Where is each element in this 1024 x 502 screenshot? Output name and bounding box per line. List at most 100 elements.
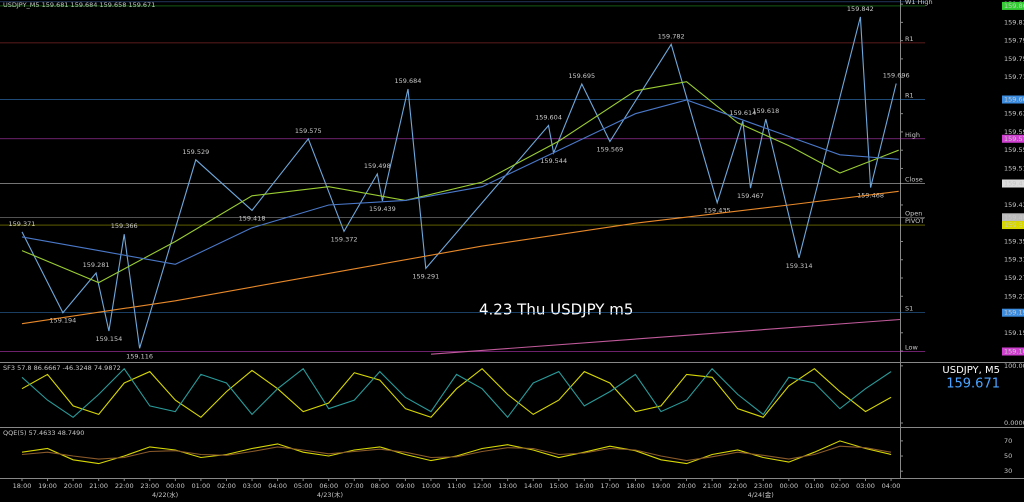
y-tick-label: 159.830: [1004, 18, 1024, 26]
x-tick-label: 04:00: [882, 482, 901, 490]
x-tick-label: 23:00: [754, 482, 773, 490]
y-tick-label: 159.790: [1004, 37, 1024, 45]
series-line: [21, 367, 892, 419]
data-label: 159.696: [883, 72, 910, 80]
y-tick-label: 159.150: [1004, 329, 1024, 337]
chart-title: USDJPY_M5 159.681 159.684 159.658 159.67…: [3, 1, 155, 9]
y-tick-label: 30: [1004, 467, 1012, 475]
series-line: [21, 440, 892, 465]
x-tick-label: 07:00: [345, 482, 364, 490]
data-label: 159.529: [182, 148, 209, 156]
x-tick-label: 14:00: [524, 482, 543, 490]
level-name: Open: [905, 209, 922, 217]
level-value: 159.477: [1004, 180, 1024, 188]
date-label: 4/23(木): [317, 490, 343, 499]
x-tick-label: 02:00: [831, 482, 850, 490]
level-value: 159.661: [1004, 96, 1024, 104]
series-line: [21, 190, 899, 325]
x-tick-label: 20:00: [64, 482, 83, 490]
data-label: 159.372: [331, 235, 358, 243]
data-label: 159.281: [83, 261, 110, 269]
panel-title: SF3 57.8 86.6667 -46.3248 74.9872: [3, 364, 121, 372]
data-label: 159.842: [847, 5, 874, 13]
data-label: 159.544: [540, 157, 567, 165]
data-label: 159.467: [737, 192, 764, 200]
data-label: 159.569: [596, 146, 623, 154]
data-label: 159.782: [658, 32, 685, 40]
x-tick-label: 00:00: [779, 482, 798, 490]
x-tick-label: 06:00: [319, 482, 338, 490]
level-name: R2: [905, 0, 914, 2]
level-box: [1002, 179, 1024, 188]
y-tick-label: 159.230: [1004, 292, 1024, 300]
x-tick-label: 21:00: [89, 482, 108, 490]
x-tick-label: 03:00: [856, 482, 875, 490]
x-tick-label: 11:00: [447, 482, 466, 490]
series-line: [21, 16, 897, 349]
y-tick-label: 159.510: [1004, 164, 1024, 172]
symbol-label: USDJPY, M5: [942, 365, 1000, 376]
series-line: [21, 81, 899, 284]
y-tick-label: 159.590: [1004, 128, 1024, 136]
data-label: 159.435: [704, 207, 731, 215]
level-value: 159.194: [1004, 309, 1024, 317]
level-box: [1002, 1, 1024, 10]
level-box: [1002, 347, 1024, 356]
level-value: 159.866: [1004, 2, 1024, 10]
panel-title: QQE(5) 57.4633 48.7490: [3, 429, 84, 437]
data-label: 159.695: [568, 72, 595, 80]
data-label: 159.291: [412, 272, 439, 280]
y-tick-label: 70: [1004, 437, 1012, 445]
x-tick-label: 10:00: [422, 482, 441, 490]
data-label: 159.371: [9, 220, 36, 228]
x-tick-label: 20:00: [677, 482, 696, 490]
data-label: 159.575: [295, 127, 322, 135]
data-label: 159.154: [95, 335, 122, 343]
x-tick-label: 05:00: [294, 482, 313, 490]
x-tick-label: 12:00: [473, 482, 492, 490]
data-label: 159.194: [49, 317, 76, 325]
level-name: High: [905, 131, 920, 139]
x-tick-label: 00:00: [166, 482, 185, 490]
data-label: 159.468: [857, 192, 884, 200]
y-tick-label: 159.350: [1004, 237, 1024, 245]
y-tick-label: 159.750: [1004, 55, 1024, 63]
level-name: S1: [905, 305, 913, 313]
level-name: PIVOT: [905, 217, 924, 225]
level-value: 159.575: [1004, 135, 1024, 143]
price-label: 159.671: [946, 377, 1000, 392]
level-box: [1002, 221, 1024, 230]
data-label: 159.498: [364, 162, 391, 170]
data-label: 159.684: [395, 77, 422, 85]
data-label: 159.439: [369, 205, 396, 213]
series-line: [21, 445, 892, 462]
series-line: [430, 318, 901, 355]
x-tick-label: 13:00: [498, 482, 517, 490]
level-value: 159.403: [1004, 213, 1024, 221]
x-tick-label: 21:00: [703, 482, 722, 490]
date-label: 4/22(水): [152, 490, 178, 499]
level-value: 159.109: [1004, 348, 1024, 356]
x-tick-label: 09:00: [396, 482, 415, 490]
y-tick-label: 159.270: [1004, 274, 1024, 282]
x-tick-label: 18:00: [13, 482, 32, 490]
level-name: Close: [905, 176, 923, 184]
level-name: W1 High: [905, 0, 933, 6]
x-tick-label: 19:00: [38, 482, 57, 490]
x-tick-label: 17:00: [601, 482, 620, 490]
x-tick-label: 19:00: [652, 482, 671, 490]
series-line: [21, 367, 892, 419]
annotation: 4.23 Thu USDJPY m5: [479, 301, 633, 319]
data-label: 159.314: [786, 262, 813, 270]
level-name: Low: [905, 344, 918, 352]
x-tick-label: 16:00: [575, 482, 594, 490]
y-tick-label: 159.310: [1004, 256, 1024, 264]
data-label: 159.604: [535, 114, 562, 122]
x-tick-label: 04:00: [268, 482, 287, 490]
y-tick-label: 159.630: [1004, 110, 1024, 118]
data-label: 159.614: [729, 109, 756, 117]
